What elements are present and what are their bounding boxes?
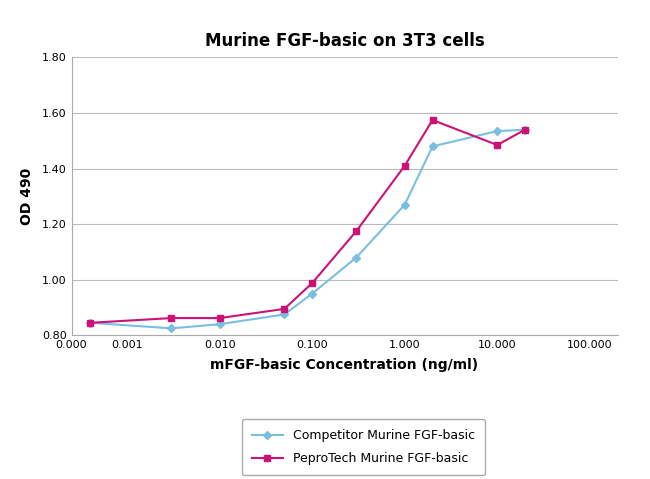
PeproTech Murine FGF-basic [86,320,94,326]
Title: Murine FGF-basic on 3T3 cells: Murine FGF-basic on 3T3 cells [205,33,484,50]
Line: PeproTech Murine FGF-basic: PeproTech Murine FGF-basic [88,117,528,326]
PeproTech Murine FGF-basic [428,117,436,123]
PeproTech Murine FGF-basic [280,306,288,312]
PeproTech Murine FGF-basic [168,315,176,321]
X-axis label: mFGF-basic Concentration (ng/ml): mFGF-basic Concentration (ng/ml) [211,358,478,373]
PeproTech Murine FGF-basic [521,127,529,133]
Competitor Murine FGF-basic [308,291,316,297]
PeproTech Murine FGF-basic [401,163,409,169]
Line: Competitor Murine FGF-basic: Competitor Murine FGF-basic [88,127,528,331]
PeproTech Murine FGF-basic [216,315,224,321]
Competitor Murine FGF-basic [521,127,529,133]
Competitor Murine FGF-basic [352,255,360,261]
Competitor Murine FGF-basic [493,128,501,134]
Competitor Murine FGF-basic [401,202,409,207]
Competitor Murine FGF-basic [168,326,176,331]
Competitor Murine FGF-basic [86,320,94,326]
Competitor Murine FGF-basic [280,312,288,318]
PeproTech Murine FGF-basic [352,228,360,234]
PeproTech Murine FGF-basic [493,142,501,148]
Y-axis label: OD 490: OD 490 [20,168,34,225]
Competitor Murine FGF-basic [216,321,224,327]
Legend: Competitor Murine FGF-basic, PeproTech Murine FGF-basic: Competitor Murine FGF-basic, PeproTech M… [242,419,485,475]
Competitor Murine FGF-basic [428,144,436,149]
PeproTech Murine FGF-basic [308,280,316,286]
